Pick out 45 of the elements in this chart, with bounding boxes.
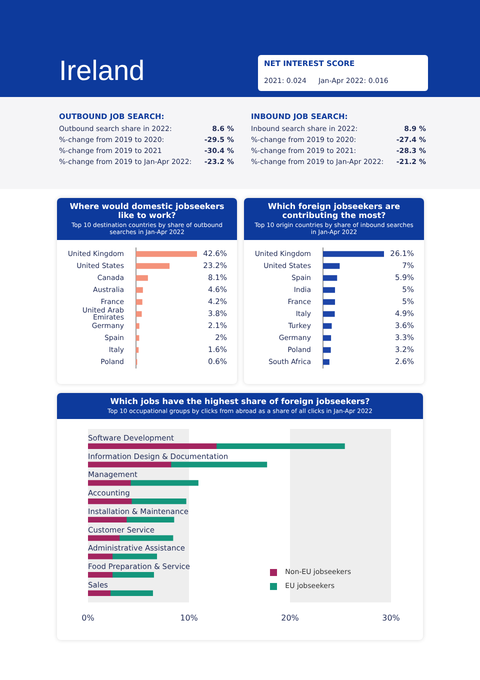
chart-title: Which jobs have the highest share of foreign jobseekers?	[109, 397, 371, 406]
bar	[323, 311, 335, 317]
bar	[88, 572, 113, 578]
x-tick-label: 30%	[382, 613, 400, 622]
bar	[323, 347, 331, 353]
bar	[136, 335, 140, 341]
bar	[323, 287, 336, 293]
bar	[136, 251, 197, 257]
x-tick-label: 20%	[281, 613, 300, 622]
bar	[126, 516, 174, 523]
bar	[118, 535, 174, 541]
chart-title: Where would domestic jobseekers like to work?	[68, 202, 226, 220]
bar	[323, 359, 330, 365]
bar	[88, 498, 132, 504]
bar	[88, 462, 172, 468]
bar	[88, 535, 120, 541]
bar	[112, 572, 154, 578]
bar	[136, 323, 140, 329]
bar	[136, 311, 142, 317]
bar	[323, 251, 384, 257]
bar	[323, 263, 340, 269]
bar	[170, 462, 268, 468]
bar	[88, 480, 131, 486]
text: Ireland	[59, 55, 145, 87]
bar	[88, 590, 111, 596]
bar	[323, 275, 338, 281]
bar	[112, 554, 158, 560]
bar	[323, 299, 336, 305]
bar	[136, 287, 143, 293]
chart-title: Which foreign jobseekers are contributing the most?	[266, 202, 402, 220]
bar	[136, 347, 139, 353]
bar	[136, 275, 148, 281]
bar	[323, 323, 332, 329]
bar	[88, 516, 127, 523]
bar	[216, 443, 345, 450]
bar	[136, 263, 170, 269]
bar	[88, 443, 217, 450]
bar	[110, 590, 153, 596]
x-tick-label: 10%	[180, 613, 198, 622]
bar	[88, 554, 113, 560]
bar	[131, 498, 186, 504]
bar	[323, 335, 332, 341]
x-tick-label: 0%	[82, 613, 95, 622]
bar	[136, 299, 142, 305]
bar	[130, 480, 198, 486]
